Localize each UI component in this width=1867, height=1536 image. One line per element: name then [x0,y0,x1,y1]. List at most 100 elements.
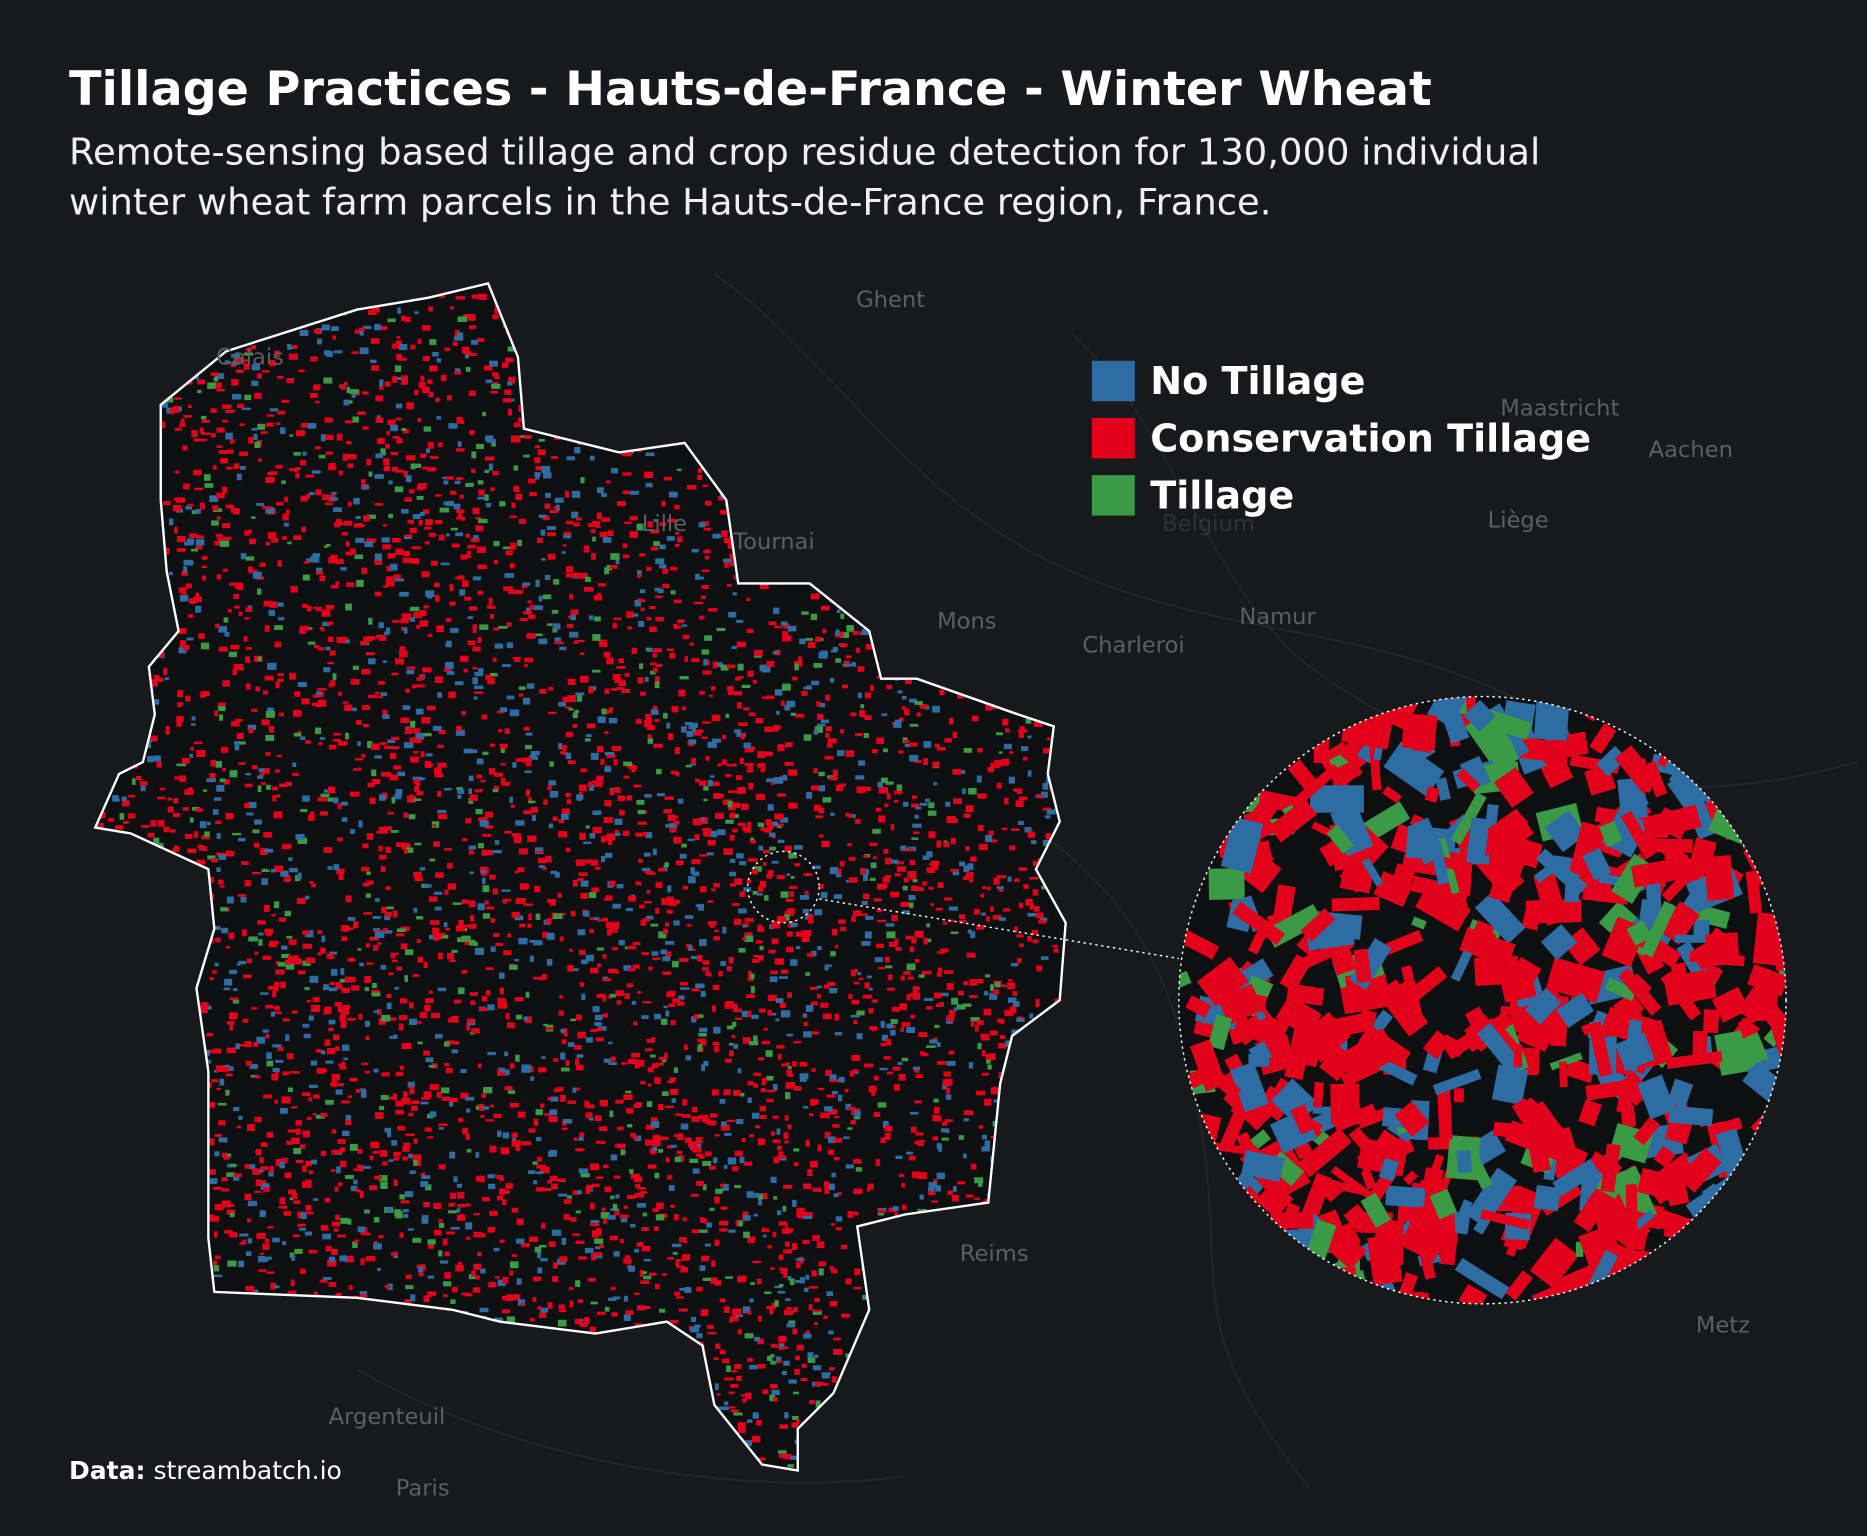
parcel [807,1357,816,1363]
parcel [646,1038,654,1043]
parcel [561,551,566,554]
parcel [301,698,310,705]
parcel [345,1118,352,1126]
parcel [908,1155,916,1161]
parcel [591,1183,600,1188]
parcel [753,1072,761,1077]
parcel [500,1147,510,1155]
parcel [359,1190,364,1198]
parcel [744,747,754,753]
parcel [321,628,325,632]
parcel [305,740,311,744]
parcel [840,632,849,638]
parcel [650,1036,655,1043]
parcel [156,796,166,800]
parcel [1007,997,1017,1003]
parcel [209,1101,215,1108]
parcel [814,1354,819,1359]
parcel [734,1017,743,1021]
parcel [380,448,386,456]
parcel [412,1237,422,1243]
parcel [568,948,573,952]
parcel [713,1357,719,1360]
parcel [187,614,194,618]
parcel [354,329,364,334]
parcel [756,763,765,767]
parcel [709,775,715,778]
parcel [666,896,675,904]
parcel [641,1227,649,1232]
parcel [950,868,959,872]
parcel [540,1258,548,1262]
parcel [349,976,356,983]
parcel [654,676,660,683]
parcel [828,1136,836,1144]
parcel [251,380,259,387]
parcel [792,1328,798,1335]
parcel [718,971,723,977]
parcel [702,1160,712,1167]
parcel [769,1307,774,1315]
parcel [391,466,399,472]
parcel [659,522,667,527]
parcel [451,1286,458,1293]
parcel [474,685,484,689]
parcel [399,1065,405,1070]
parcel [1031,929,1039,935]
parcel [841,1313,850,1318]
parcel [281,945,288,950]
parcel [643,852,651,857]
parcel [461,580,469,588]
parcel [369,1155,374,1161]
parcel [996,732,1003,736]
parcel [455,296,465,300]
parcel [793,1148,800,1152]
parcel [774,813,784,820]
parcel [484,469,490,473]
parcel [202,575,207,581]
parcel [897,690,903,694]
parcel [238,451,248,457]
parcel [612,673,621,680]
parcel [366,538,376,544]
parcel [432,351,439,357]
parcel [244,802,250,809]
parcel [708,608,718,612]
parcel [910,885,919,891]
parcel [263,832,273,838]
parcel [332,673,337,680]
parcel [663,476,672,481]
parcel [436,416,441,420]
parcel [539,1244,547,1248]
parcel [240,553,247,560]
parcel [467,640,476,646]
parcel [267,1226,274,1229]
parcel [322,494,329,500]
parcel [234,745,240,751]
parcel [733,1412,743,1416]
parcel [528,478,536,484]
parcel [404,1299,412,1303]
parcel [902,885,908,891]
parcel [1027,770,1032,777]
parcel [991,706,997,710]
parcel [599,531,608,537]
parcel [174,776,183,780]
parcel [691,988,700,992]
parcel [856,786,866,794]
parcel [868,1008,874,1014]
parcel [732,1008,742,1013]
parcel [150,735,158,742]
parcel [179,594,189,602]
parcel [783,1453,792,1460]
parcel [373,1217,380,1223]
parcel [552,626,558,633]
parcel [185,695,191,702]
parcel [767,994,777,1002]
parcel [360,866,370,872]
parcel [275,464,283,469]
parcel [340,1217,349,1224]
parcel [232,832,242,836]
parcel [156,761,162,768]
parcel [623,965,632,971]
